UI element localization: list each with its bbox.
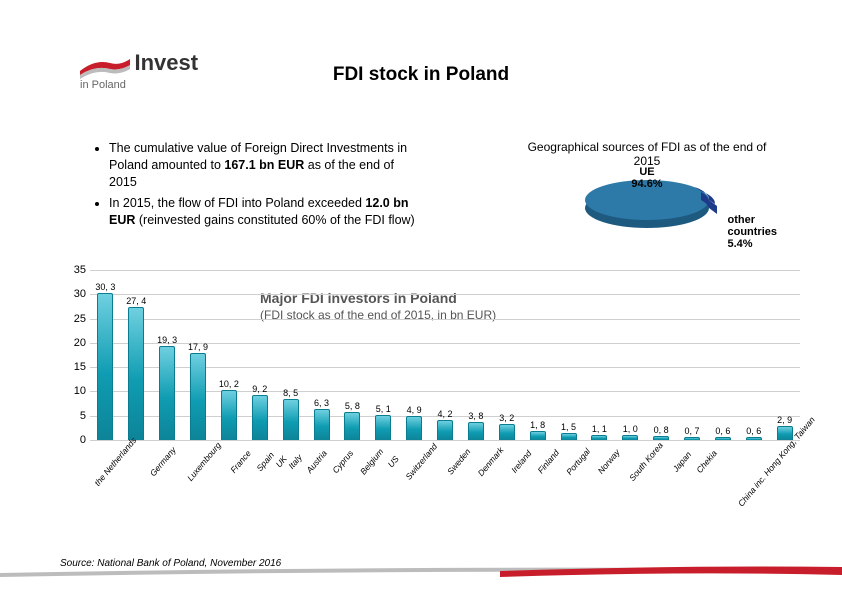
bar-value-label: 2, 9 [777, 415, 792, 425]
page-title: FDI stock in Poland [0, 64, 842, 86]
bar [746, 437, 762, 440]
bar-col: 4, 9 [399, 405, 430, 440]
bar-value-label: 1, 1 [592, 424, 607, 434]
bar-col: 0, 8 [646, 425, 677, 440]
bar-value-label: 30, 3 [95, 282, 115, 292]
bar-col: 3, 8 [461, 411, 492, 440]
bar [622, 435, 638, 440]
bar-col: 4, 2 [430, 409, 461, 440]
bar-col: 27, 4 [121, 296, 152, 440]
bar-value-label: 4, 2 [438, 409, 453, 419]
bar [344, 412, 360, 440]
bullet-list: The cumulative value of Foreign Direct I… [95, 140, 425, 232]
bar [221, 390, 237, 440]
bar-col: 1, 8 [522, 420, 553, 440]
bar [190, 353, 206, 440]
bar-chart: Major FDI investors in Poland (FDI stock… [60, 270, 800, 510]
bar [375, 415, 391, 440]
bar [499, 424, 515, 440]
bar [468, 422, 484, 440]
gridline [90, 440, 800, 441]
bar-value-label: 0, 8 [654, 425, 669, 435]
bar-value-label: 6, 3 [314, 398, 329, 408]
bar-col: 19, 3 [152, 335, 183, 440]
bar [283, 399, 299, 440]
bar [314, 409, 330, 440]
bar-col: 30, 3 [90, 282, 121, 440]
bar-col: 1, 0 [615, 424, 646, 440]
bar [591, 435, 607, 440]
y-tick: 30 [74, 288, 86, 300]
bar-col: 0, 6 [738, 426, 769, 440]
bar-col: 5, 8 [337, 401, 368, 440]
bar-value-label: 27, 4 [126, 296, 146, 306]
bar [159, 346, 175, 440]
pie-label-main: UE 94.6% [631, 166, 662, 190]
bar-col: 9, 2 [244, 384, 275, 440]
bar-value-label: 0, 7 [685, 426, 700, 436]
bar-col: 10, 2 [214, 379, 245, 440]
bar-value-label: 1, 5 [561, 422, 576, 432]
bar [437, 420, 453, 440]
pie-chart: UE 94.6% other countries 5.4% [577, 172, 717, 241]
bar-col: 3, 2 [491, 413, 522, 440]
bar-value-label: 4, 9 [407, 405, 422, 415]
bar-value-label: 0, 6 [715, 426, 730, 436]
bar-value-label: 1, 0 [623, 424, 638, 434]
bullet-item: The cumulative value of Foreign Direct I… [109, 140, 425, 191]
bar-value-label: 3, 8 [468, 411, 483, 421]
bar-col: 1, 5 [553, 422, 584, 440]
bar-value-label: 1, 8 [530, 420, 545, 430]
bar [252, 395, 268, 440]
y-tick: 25 [74, 313, 86, 325]
y-tick: 35 [74, 264, 86, 276]
y-tick: 20 [74, 337, 86, 349]
bar-value-label: 10, 2 [219, 379, 239, 389]
y-axis: 05101520253035 [60, 270, 90, 440]
bar-col: 0, 6 [708, 426, 739, 440]
bar-value-label: 5, 8 [345, 401, 360, 411]
bar [406, 416, 422, 440]
pie-title: Geographical sources of FDI as of the en… [522, 140, 772, 168]
bar-value-label: 8, 5 [283, 388, 298, 398]
bar [653, 436, 669, 440]
bar-value-label: 0, 6 [746, 426, 761, 436]
bar [561, 433, 577, 440]
x-axis-labels: the NetherlandsGermanyLuxembourgFranceSp… [90, 442, 800, 512]
bar [128, 307, 144, 440]
pie-panel: Geographical sources of FDI as of the en… [522, 140, 772, 241]
plot-area: 30, 3 27, 4 19, 3 17, 9 10, 2 9, 2 8, 5 6, 3 5, … [90, 270, 800, 440]
bar-value-label: 5, 1 [376, 404, 391, 414]
y-tick: 0 [80, 434, 86, 446]
bar-col: 17, 9 [183, 342, 214, 440]
bar-col: 0, 7 [677, 426, 708, 440]
y-tick: 5 [80, 410, 86, 422]
bar [684, 437, 700, 440]
bar-col: 8, 5 [275, 388, 306, 440]
bar-col: 1, 1 [584, 424, 615, 440]
bullet-item: In 2015, the flow of FDI into Poland exc… [109, 195, 425, 229]
bar-value-label: 19, 3 [157, 335, 177, 345]
bar-value-label: 3, 2 [499, 413, 514, 423]
bar [530, 431, 546, 440]
bar [97, 293, 113, 440]
y-tick: 15 [74, 361, 86, 373]
y-tick: 10 [74, 385, 86, 397]
bar-value-label: 9, 2 [252, 384, 267, 394]
bar-col: 5, 1 [368, 404, 399, 440]
bar [715, 437, 731, 440]
footer-swoosh-icon [0, 565, 842, 579]
bar-col: 6, 3 [306, 398, 337, 440]
pie-label-other: other countries 5.4% [727, 214, 777, 250]
bar-value-label: 17, 9 [188, 342, 208, 352]
